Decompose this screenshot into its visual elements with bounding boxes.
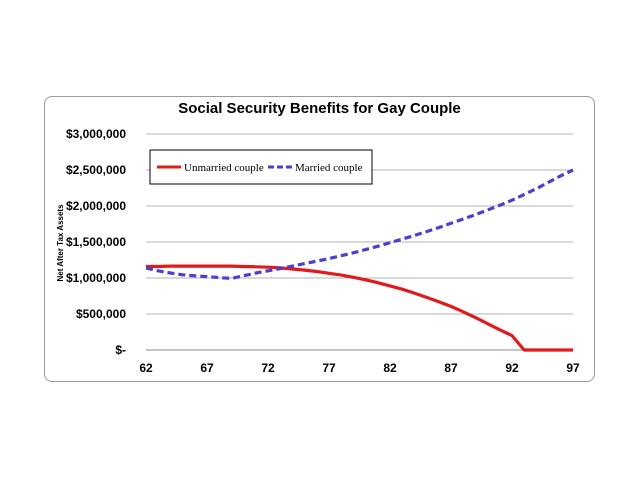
legend-label-unmarried: Unmarried couple [184, 162, 264, 174]
legend-box [149, 149, 373, 185]
y-tick-label: $1,500,000 [66, 235, 126, 249]
y-tick-label: $2,000,000 [66, 199, 126, 213]
x-tick-label: 67 [200, 361, 214, 375]
y-axis-ticks: $- $500,000 $1,000,000 $1,500,000 $2,000,000… [66, 127, 126, 357]
x-tick-label: 97 [566, 361, 580, 375]
chart-frame [44, 96, 595, 382]
y-tick-label: $500,000 [76, 307, 126, 321]
y-tick-label: $3,000,000 [66, 127, 126, 141]
series-line-unmarried [146, 264, 573, 352]
series-lines [145, 168, 574, 352]
x-tick-label: 62 [139, 361, 153, 375]
series-line-married [145, 168, 574, 280]
y-axis-label: Net After Tax Assets [56, 204, 65, 282]
x-tick-label: 82 [383, 361, 397, 375]
x-tick-label: 92 [505, 361, 519, 375]
y-tick-label: $- [115, 343, 126, 357]
chart-title: Social Security Benefits for Gay Couple [178, 100, 461, 117]
x-tick-label: 72 [261, 361, 275, 375]
x-tick-label: 77 [322, 361, 336, 375]
y-tick-label: $2,500,000 [66, 163, 126, 177]
legend-label-married: Married couple [295, 162, 363, 174]
x-axis-ticks: 62 67 72 77 82 87 92 97 [139, 361, 580, 375]
x-tick-label: 87 [444, 361, 458, 375]
y-tick-label: $1,000,000 [66, 271, 126, 285]
legend: Unmarried couple Married couple [149, 149, 373, 185]
